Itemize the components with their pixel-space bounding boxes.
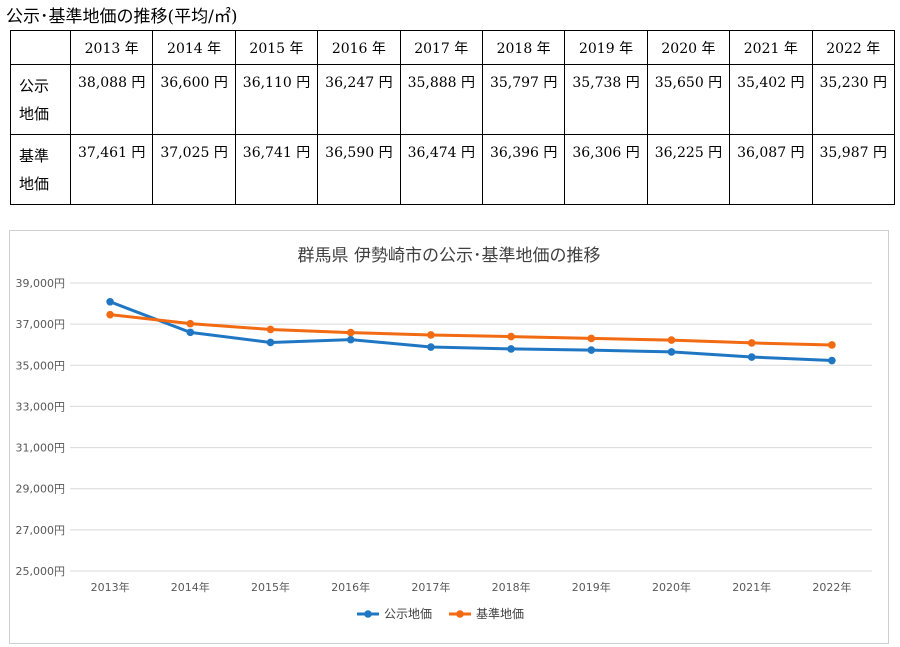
x-tick-label: 2022年 xyxy=(812,580,851,594)
price-table: 2013 年 2014 年 2015 年 2016 年 2017 年 2018 … xyxy=(10,30,896,205)
data-point xyxy=(106,297,114,306)
x-tick-label: 2018年 xyxy=(492,580,531,594)
data-point xyxy=(507,332,515,341)
year-header: 2013 年 xyxy=(69,30,154,65)
x-tick-label: 2014年 xyxy=(171,580,210,594)
row-label-koji: 公示 地価 xyxy=(10,64,71,135)
legend-marker xyxy=(456,610,464,618)
year-header: 2016 年 xyxy=(317,30,401,65)
table-header-row: 2013 年 2014 年 2015 年 2016 年 2017 年 2018 … xyxy=(10,30,896,65)
data-point xyxy=(266,325,275,334)
row-label-line: 公示 xyxy=(19,77,50,95)
table-cell: 35,738 円 xyxy=(564,64,648,135)
corner-cell xyxy=(10,30,71,65)
data-point xyxy=(667,336,676,344)
data-point xyxy=(747,339,756,347)
row-label-kijun: 基準 地価 xyxy=(10,134,71,205)
year-header: 2014 年 xyxy=(152,30,236,65)
table-cell: 35,888 円 xyxy=(399,64,483,135)
year-header: 2019 年 xyxy=(564,30,648,65)
table-cell: 35,797 円 xyxy=(481,64,566,135)
y-tick-label: 27,000円 xyxy=(16,524,66,537)
table-cell: 36,600 円 xyxy=(152,64,236,135)
x-tick-label: 2013年 xyxy=(91,580,130,594)
legend-label: 基準地価 xyxy=(476,606,524,621)
table-cell: 35,230 円 xyxy=(811,64,896,135)
year-header: 2020 年 xyxy=(646,30,731,65)
table-row-koji: 公示 地価 38,088 円 36,600 円 36,110 円 36,247 … xyxy=(10,64,896,135)
x-tick-label: 2016年 xyxy=(331,580,370,594)
table-cell: 35,402 円 xyxy=(729,64,813,135)
table-cell: 36,590 円 xyxy=(317,134,401,205)
chart-area: 群馬県 伊勢崎市の公示･基準地価の推移 39,000円 37,000円 35,000円… xyxy=(9,230,889,644)
series-line-2 xyxy=(109,313,832,347)
data-point xyxy=(346,335,355,344)
legend-marker xyxy=(364,610,372,618)
table-cell: 36,087 円 xyxy=(729,134,813,205)
x-tick-label: 2019年 xyxy=(572,580,611,594)
year-header: 2015 年 xyxy=(234,30,319,65)
table-cell: 36,306 円 xyxy=(564,134,648,205)
table-cell: 38,088 円 xyxy=(69,64,154,135)
table-row-kijun: 基準 地価 37,461 円 37,025 円 36,741 円 36,590 … xyxy=(10,134,896,205)
y-tick-label: 33,000円 xyxy=(16,400,66,413)
x-tick-label: 2020年 xyxy=(652,580,691,594)
table-cell: 35,987 円 xyxy=(811,134,896,205)
table-cell: 36,225 円 xyxy=(646,134,731,205)
data-point xyxy=(587,334,596,343)
legend-item: 基準地価 xyxy=(449,606,524,621)
x-tick-label: 2015年 xyxy=(251,580,290,594)
data-point xyxy=(747,353,756,361)
line-chart: 群馬県 伊勢崎市の公示･基準地価の推移 39,000円 37,000円 35,000円… xyxy=(16,246,872,621)
y-tick-label: 37,000円 xyxy=(16,318,66,331)
table-cell: 36,247 円 xyxy=(317,64,401,135)
row-label-line: 地価 xyxy=(19,175,50,193)
data-point xyxy=(667,348,676,356)
table-cell: 35,650 円 xyxy=(646,64,731,135)
data-point xyxy=(828,341,836,349)
data-point xyxy=(346,328,355,337)
row-label-line: 地価 xyxy=(19,105,50,123)
table-cell: 37,025 円 xyxy=(152,134,236,205)
table-cell: 36,474 円 xyxy=(399,134,483,205)
year-header: 2022 年 xyxy=(811,30,896,65)
year-header: 2021 年 xyxy=(729,30,813,65)
legend-item: 公示地価 xyxy=(357,607,432,621)
table-caption: 公示･基準地価の推移(平均/㎡) xyxy=(6,7,238,27)
y-tick-label: 25,000円 xyxy=(16,565,66,578)
legend-label: 公示地価 xyxy=(384,607,432,621)
y-tick-label: 35,000円 xyxy=(16,359,66,372)
table-cell: 36,110 円 xyxy=(234,64,319,135)
table-cell: 37,461 円 xyxy=(69,134,154,205)
y-tick-label: 31,000円 xyxy=(16,442,66,455)
y-tick-label: 39,000円 xyxy=(16,277,66,290)
y-tick-label: 29,000円 xyxy=(16,483,66,496)
data-point xyxy=(266,338,275,347)
data-point xyxy=(106,310,114,319)
year-header: 2017 年 xyxy=(399,30,483,65)
row-label-line: 基準 xyxy=(19,147,50,165)
year-header: 2018 年 xyxy=(481,30,566,65)
series-line-1 xyxy=(109,300,832,363)
data-point xyxy=(828,356,836,365)
table-cell: 36,396 円 xyxy=(481,134,566,205)
data-point xyxy=(186,328,195,337)
data-point xyxy=(427,331,435,339)
table-cell: 36,741 円 xyxy=(234,134,319,205)
chart-title: 群馬県 伊勢崎市の公示･基準地価の推移 xyxy=(298,246,601,266)
x-tick-label: 2017年 xyxy=(411,580,450,594)
data-point xyxy=(186,319,195,328)
x-tick-label: 2021年 xyxy=(732,580,771,594)
data-point xyxy=(587,346,596,354)
data-point xyxy=(507,345,515,353)
data-point xyxy=(427,343,435,351)
